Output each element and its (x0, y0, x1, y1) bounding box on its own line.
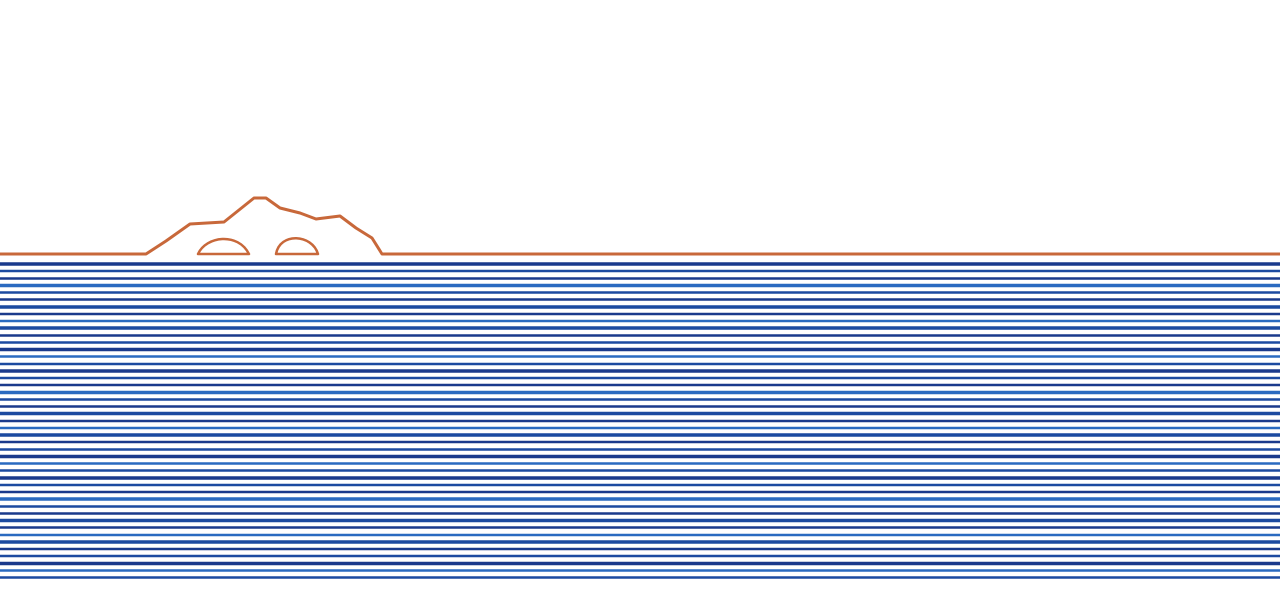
cave-opening-right (274, 237, 320, 256)
cave-opening-left (196, 237, 251, 256)
landmass (0, 196, 1280, 256)
sea-stripes (0, 262, 1280, 579)
coastline-outline (0, 196, 1280, 256)
